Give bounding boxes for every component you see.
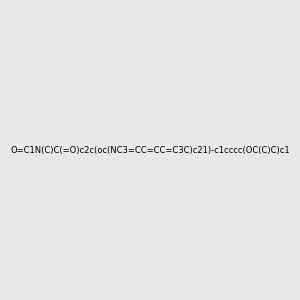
Text: O=C1N(C)C(=O)c2c(oc(NC3=CC=CC=C3C)c21)-c1cccc(OC(C)C)c1: O=C1N(C)C(=O)c2c(oc(NC3=CC=CC=C3C)c21)-c… bbox=[10, 146, 290, 154]
